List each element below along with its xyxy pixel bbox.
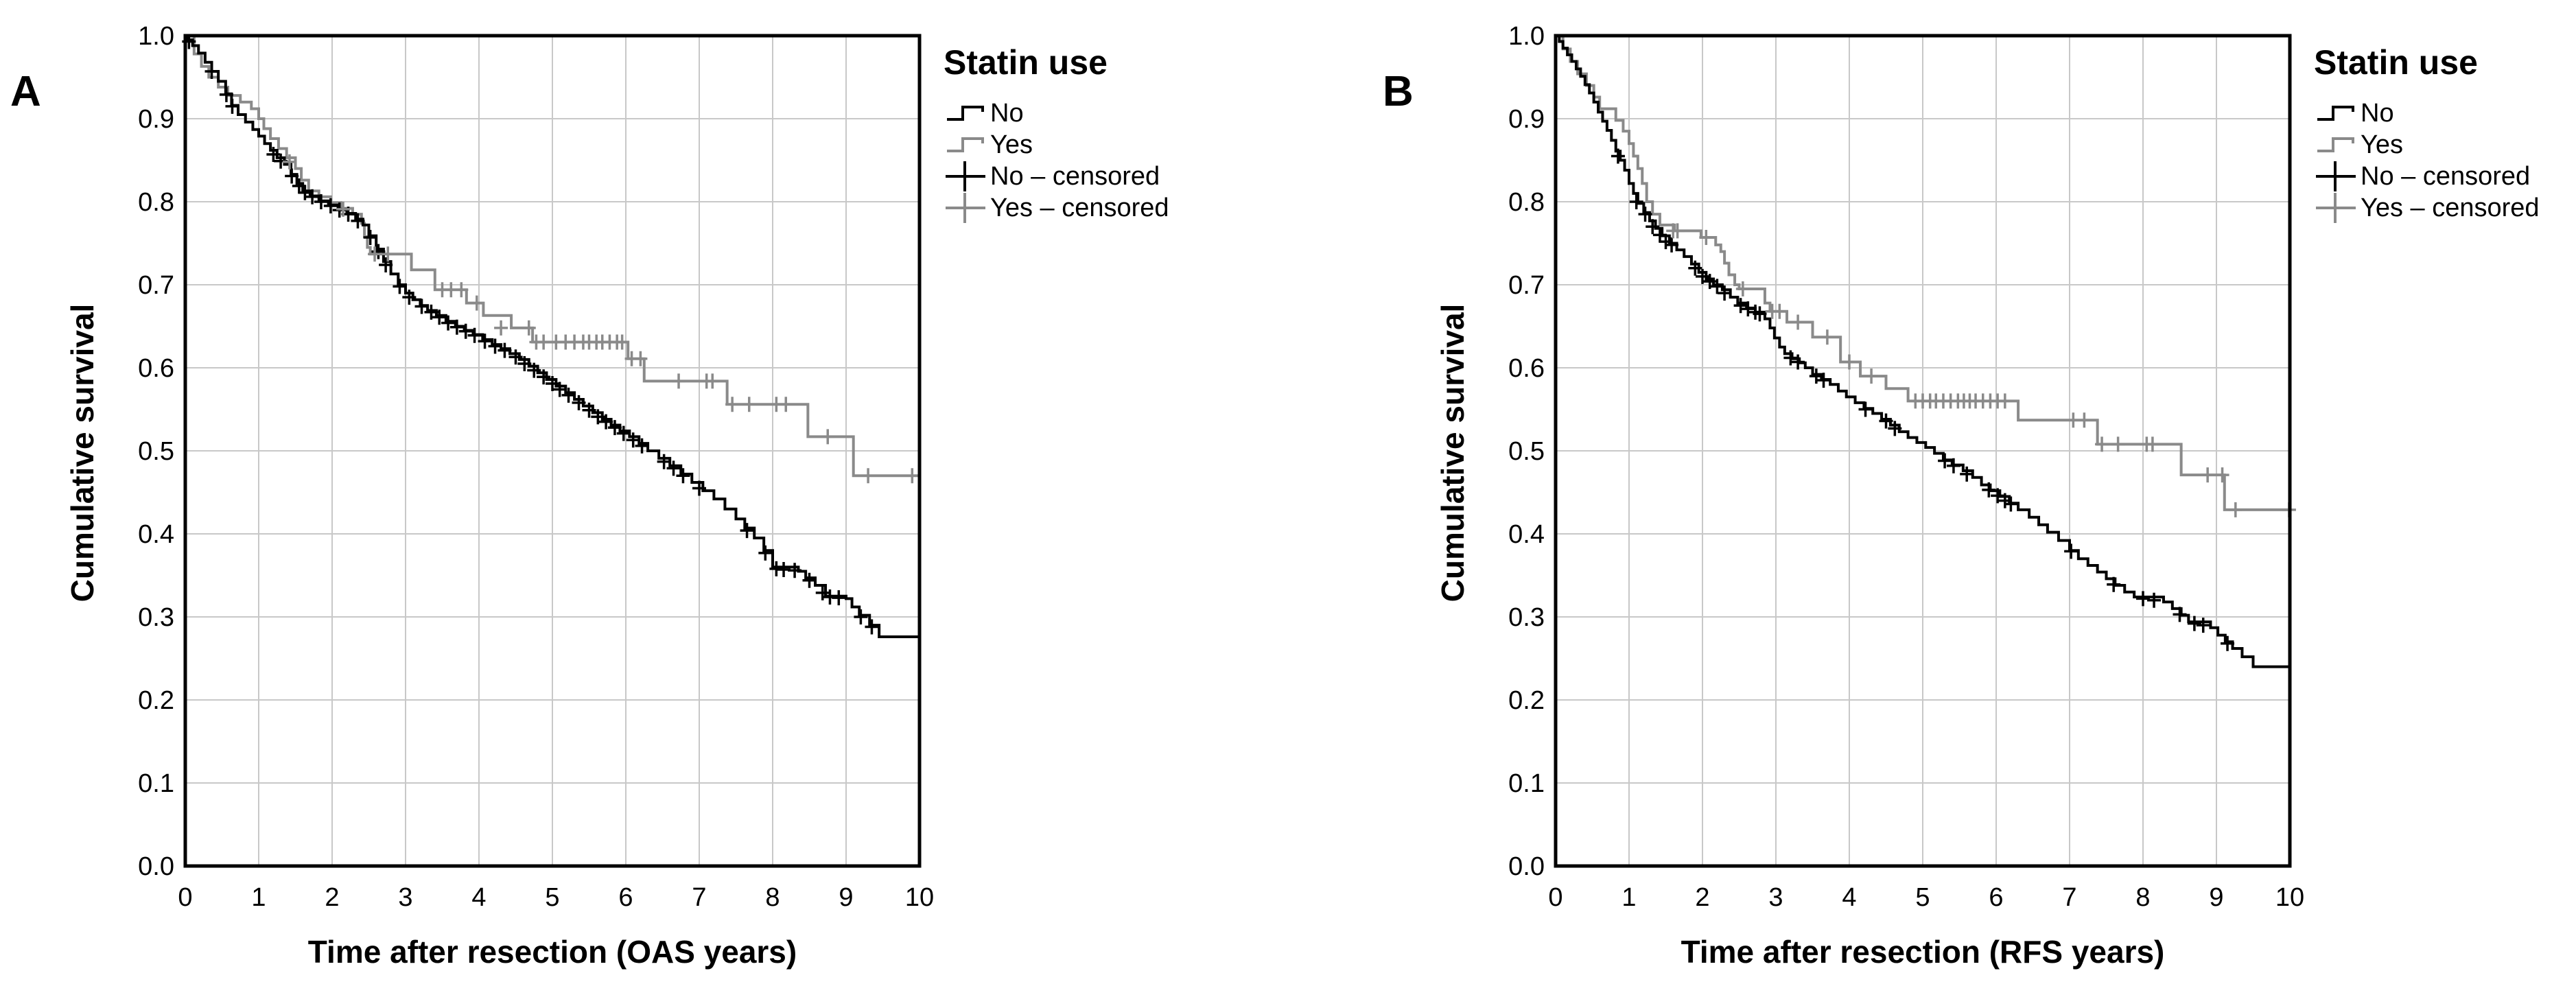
x-tick-label: 7 [2062, 883, 2076, 912]
x-tick-label: 2 [325, 883, 339, 912]
legend-row: No [944, 97, 1169, 129]
y-tick-labels: 1.0 0.9 0.8 0.7 0.6 0.5 0.4 0.3 0.2 0.1 0.0 [1508, 22, 1545, 881]
legend-step-line-icon [947, 137, 984, 152]
legend-row: Yes – censored [2314, 192, 2540, 224]
legend-entry-label: Yes – censored [990, 194, 1169, 222]
legend-censored-plus-icon [946, 161, 985, 191]
x-tick-label: 9 [2209, 883, 2223, 912]
y-tick-label: 0.0 [138, 852, 174, 881]
survival-plot: 1.0 0.9 0.8 0.7 0.6 0.5 0.4 0.3 0.2 0.1 0.00 1 2 3 4 5 6… [138, 22, 934, 912]
censor-marks-yes [1666, 223, 2296, 517]
legend-entry-label: Yes [990, 130, 1033, 159]
x-tick-label: 7 [692, 883, 706, 912]
y-tick-label: 0.9 [1508, 105, 1545, 134]
gridlines [1556, 36, 2290, 866]
y-tick-label: 0.2 [138, 686, 174, 715]
y-tick-label: 0.9 [138, 105, 174, 134]
legend-row: Yes [2314, 129, 2540, 161]
legend-row: Yes – censored [944, 192, 1169, 224]
y-tick-label: 0.0 [1508, 852, 1545, 881]
legend-censored-plus-icon [946, 193, 985, 223]
panel-b: B Cumulative survival 1.0 0.9 0.8 0.7 0.6 0.5… [1288, 0, 2576, 995]
x-tick-label: 6 [618, 883, 633, 912]
x-tick-label: 8 [2135, 883, 2150, 912]
x-tick-label: 0 [1548, 883, 1562, 912]
y-tick-label: 1.0 [138, 22, 174, 51]
y-tick-label: 0.6 [138, 354, 174, 383]
legend-entries: No Yes No – censored Yes – censored [944, 97, 1169, 224]
y-tick-label: 0.8 [138, 188, 174, 217]
censor-marks-no [182, 34, 879, 635]
legend-entry-label: Yes [2361, 130, 2403, 159]
y-tick-label: 0.7 [138, 271, 174, 300]
legend-step-line-icon [2317, 137, 2354, 152]
censor-marks-no [1611, 148, 2235, 651]
x-tick-label: 3 [398, 883, 412, 912]
plot-frame [183, 34, 922, 868]
x-tick-label: 2 [1695, 883, 1709, 912]
gridlines [185, 36, 920, 866]
legend-title: Statin use [2314, 43, 2478, 82]
legend-title: Statin use [944, 43, 1108, 82]
y-tick-label: 0.4 [138, 520, 174, 549]
legend-row: No – censored [944, 161, 1169, 192]
x-tick-label: 6 [1989, 883, 2003, 912]
legend: Statin use No Yes No – censored Yes – censo… [944, 45, 1169, 224]
x-tick-labels: 0 1 2 3 4 5 6 7 8 9 10 [178, 883, 934, 912]
legend-step-line-icon [2317, 106, 2354, 121]
y-tick-label: 0.2 [1508, 686, 1545, 715]
legend-entry-label: Yes – censored [2361, 194, 2540, 222]
y-tick-label: 0.1 [138, 769, 174, 798]
censor-marks-yes [282, 154, 920, 484]
panel-label: A [10, 68, 41, 115]
x-tick-label: 9 [839, 883, 853, 912]
x-tick-label: 3 [1768, 883, 1783, 912]
panel-label: B [1383, 68, 1414, 115]
x-tick-label: 8 [765, 883, 780, 912]
x-tick-label: 4 [1842, 883, 1856, 912]
legend-entry-label: No [990, 99, 1024, 128]
y-tick-label: 0.5 [138, 437, 174, 466]
legend-row: Yes [944, 129, 1169, 161]
y-tick-label: 0.5 [1508, 437, 1545, 466]
legend-censored-plus-icon [2316, 161, 2356, 191]
legend-censored-plus-icon [2316, 193, 2356, 223]
x-tick-label: 4 [471, 883, 486, 912]
x-tick-label: 10 [2275, 883, 2304, 912]
y-tick-labels: 1.0 0.9 0.8 0.7 0.6 0.5 0.4 0.3 0.2 0.1 0.0 [138, 22, 174, 881]
x-tick-label: 10 [905, 883, 934, 912]
legend-entry-label: No – censored [2361, 162, 2531, 191]
x-tick-label: 5 [545, 883, 559, 912]
x-tick-label: 1 [251, 883, 266, 912]
x-tick-label: 0 [178, 883, 192, 912]
x-tick-label: 1 [1621, 883, 1636, 912]
y-tick-label: 0.8 [1508, 188, 1545, 217]
legend: Statin use No Yes No – censored Yes – censo… [2314, 45, 2540, 224]
km-curve-yes [1556, 34, 2291, 567]
survival-plot: 1.0 0.9 0.8 0.7 0.6 0.5 0.4 0.3 0.2 0.1 0.00 1 2 3 4 5 6… [1508, 22, 2304, 912]
y-tick-label: 0.3 [138, 603, 174, 632]
legend-row: No – censored [2314, 161, 2540, 192]
y-tick-label: 0.6 [1508, 354, 1545, 383]
y-tick-label: 0.7 [1508, 271, 1545, 300]
x-axis-title: Time after resection (RFS years) [1681, 934, 2165, 970]
x-tick-labels: 0 1 2 3 4 5 6 7 8 9 10 [1548, 883, 2304, 912]
y-tick-label: 0.3 [1508, 603, 1545, 632]
y-tick-label: 0.4 [1508, 520, 1545, 549]
x-tick-label: 5 [1915, 883, 1930, 912]
legend-entries: No Yes No – censored Yes – censored [2314, 97, 2540, 224]
legend-step-line-icon [947, 106, 984, 121]
legend-entry-label: No – censored [990, 162, 1160, 191]
plot-frame [1554, 34, 2292, 868]
x-axis-title: Time after resection (OAS years) [307, 934, 797, 970]
y-tick-label: 1.0 [1508, 22, 1545, 51]
y-tick-label: 0.1 [1508, 769, 1545, 798]
panel-a: A Cumulative survival 1.0 0.9 0.8 0.7 0.6 0.5… [10, 22, 1169, 970]
legend-row: No [2314, 97, 2540, 129]
legend-entry-label: No [2361, 99, 2394, 128]
